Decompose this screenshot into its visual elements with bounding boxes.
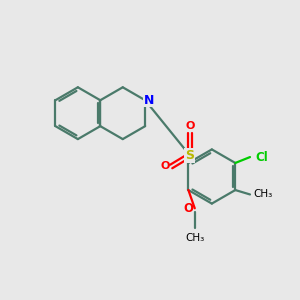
Text: O: O — [185, 122, 194, 131]
Text: CH₃: CH₃ — [185, 233, 204, 243]
Text: N: N — [143, 94, 154, 107]
Text: O: O — [183, 202, 193, 215]
Text: Cl: Cl — [255, 151, 268, 164]
Text: O: O — [160, 161, 169, 172]
Text: CH₃: CH₃ — [254, 190, 273, 200]
Text: S: S — [185, 149, 194, 162]
